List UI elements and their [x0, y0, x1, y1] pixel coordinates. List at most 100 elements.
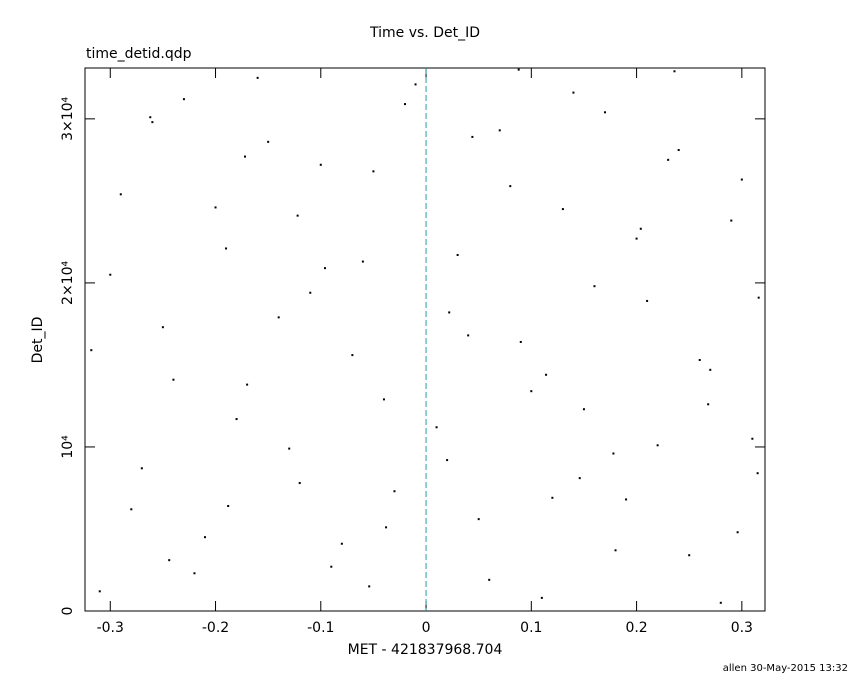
point [551, 496, 554, 499]
point [225, 247, 228, 250]
point [471, 135, 474, 138]
point [736, 531, 739, 534]
point [277, 316, 280, 319]
x-tick-label: 0 [422, 620, 431, 636]
point [204, 536, 206, 539]
chart-subtitle: time_detid.qdp [86, 46, 192, 62]
point [235, 418, 238, 421]
point [90, 349, 93, 352]
x-tick-label: -0.1 [307, 620, 334, 636]
point [168, 559, 171, 562]
y-tick-label: 0 [60, 607, 76, 616]
point [709, 368, 712, 371]
point [593, 285, 596, 288]
point [256, 76, 259, 79]
point [519, 340, 522, 343]
point [498, 129, 501, 132]
point [612, 452, 615, 455]
point [193, 572, 196, 575]
point [414, 83, 417, 86]
point [698, 359, 701, 362]
point [351, 354, 354, 357]
chart-title: Time vs. Det_ID [369, 25, 480, 41]
point [361, 260, 364, 263]
point [385, 526, 388, 529]
point [756, 472, 759, 475]
point [625, 498, 628, 501]
y-axis-label: Det_ID [30, 317, 46, 364]
point [172, 378, 175, 381]
point [639, 227, 642, 230]
point [673, 70, 676, 73]
point [140, 467, 143, 470]
point [119, 193, 122, 196]
point [98, 590, 101, 593]
point [149, 116, 152, 119]
point [530, 390, 533, 393]
point [540, 596, 543, 599]
point [319, 163, 322, 166]
point [446, 459, 449, 462]
y-tick-label: 2×10⁴ [60, 260, 76, 304]
point [182, 98, 185, 101]
point [340, 542, 343, 545]
x-axis-label: MET - 421837968.704 [348, 642, 503, 658]
point [757, 296, 760, 299]
point [614, 549, 617, 552]
x-tick-label: 0.1 [520, 620, 542, 636]
point [324, 267, 326, 270]
point [656, 444, 659, 447]
point [372, 170, 375, 173]
point [751, 437, 754, 440]
point [130, 508, 133, 511]
point [719, 601, 722, 604]
point [298, 482, 301, 485]
point [604, 111, 606, 114]
point [646, 299, 649, 302]
plot-frame [84, 67, 766, 612]
point [730, 219, 733, 222]
point [227, 505, 230, 508]
point [517, 68, 520, 71]
point [368, 585, 371, 588]
y-tick-label: 3×10⁴ [60, 96, 76, 140]
point [435, 426, 438, 429]
point [288, 447, 291, 450]
point [488, 578, 491, 581]
point [296, 214, 299, 217]
point [404, 103, 406, 106]
point [151, 121, 154, 124]
point [635, 237, 638, 240]
point [572, 91, 575, 94]
point [214, 206, 217, 209]
point [244, 155, 246, 158]
point [477, 518, 480, 521]
point [688, 554, 691, 557]
point [578, 477, 581, 480]
x-tick-label: -0.3 [97, 620, 124, 636]
y-tick-label: 10⁴ [60, 435, 76, 459]
point [109, 273, 112, 276]
point [740, 178, 743, 181]
x-tick-label: 0.3 [731, 620, 753, 636]
point [456, 254, 459, 257]
point [509, 185, 512, 188]
x-tick-label: 0.2 [625, 620, 647, 636]
point [467, 334, 470, 337]
footer: allen 30-May-2015 13:32 [723, 663, 848, 674]
point [382, 398, 385, 401]
point [667, 158, 670, 161]
x-tick-label: -0.2 [202, 620, 229, 636]
point [677, 149, 680, 152]
point [246, 383, 249, 386]
point [267, 140, 270, 143]
point [309, 291, 312, 294]
point [393, 490, 396, 493]
point [545, 373, 548, 376]
point [582, 408, 585, 411]
point [707, 403, 710, 406]
point [561, 208, 564, 211]
point [161, 326, 164, 329]
point [330, 565, 333, 568]
